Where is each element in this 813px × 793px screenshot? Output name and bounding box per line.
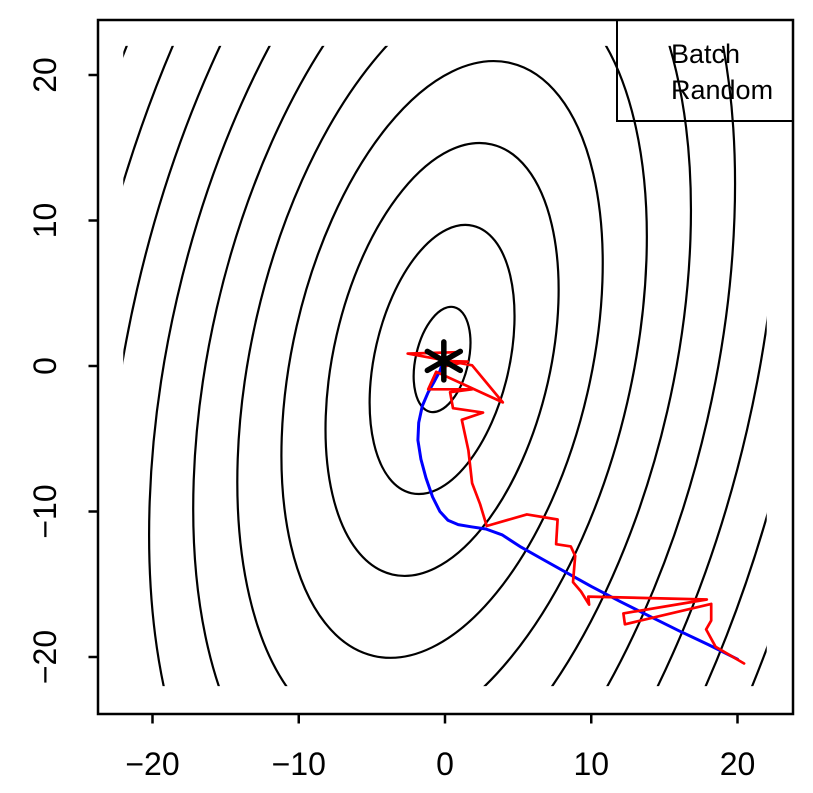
contour-ellipse [280, 60, 604, 659]
batch-path [416, 360, 739, 661]
y-tick-label: 10 [27, 203, 63, 239]
x-tick-label: −20 [125, 746, 179, 782]
y-tick-label: −20 [27, 630, 63, 684]
contour-ellipse [236, 45, 648, 687]
legend-box [616, 19, 794, 122]
legend: Batch Random [616, 19, 794, 122]
contour-ellipse [324, 141, 560, 577]
y-tick-label: 0 [27, 357, 63, 375]
y-tick-label: 20 [27, 57, 63, 93]
descent-paths [406, 350, 746, 665]
x-tick-label: −10 [272, 746, 326, 782]
minimum-asterisk-marker [424, 339, 464, 383]
x-tick-label: 0 [436, 746, 454, 782]
x-axis: −20 −10 0 10 20 [125, 714, 755, 782]
asterisk-stroke [424, 348, 464, 374]
contour-ellipse [148, 45, 737, 687]
y-axis: −20 −10 0 10 20 [27, 57, 98, 684]
random-path [406, 350, 746, 665]
contour-ellipse [368, 223, 516, 496]
y-tick-label: −10 [27, 484, 63, 538]
contour-ellipse [192, 45, 693, 687]
legend-label-batch: Batch [671, 39, 740, 69]
x-tick-label: 10 [573, 746, 609, 782]
legend-label-random: Random [671, 75, 773, 105]
x-tick-label: 20 [720, 746, 756, 782]
